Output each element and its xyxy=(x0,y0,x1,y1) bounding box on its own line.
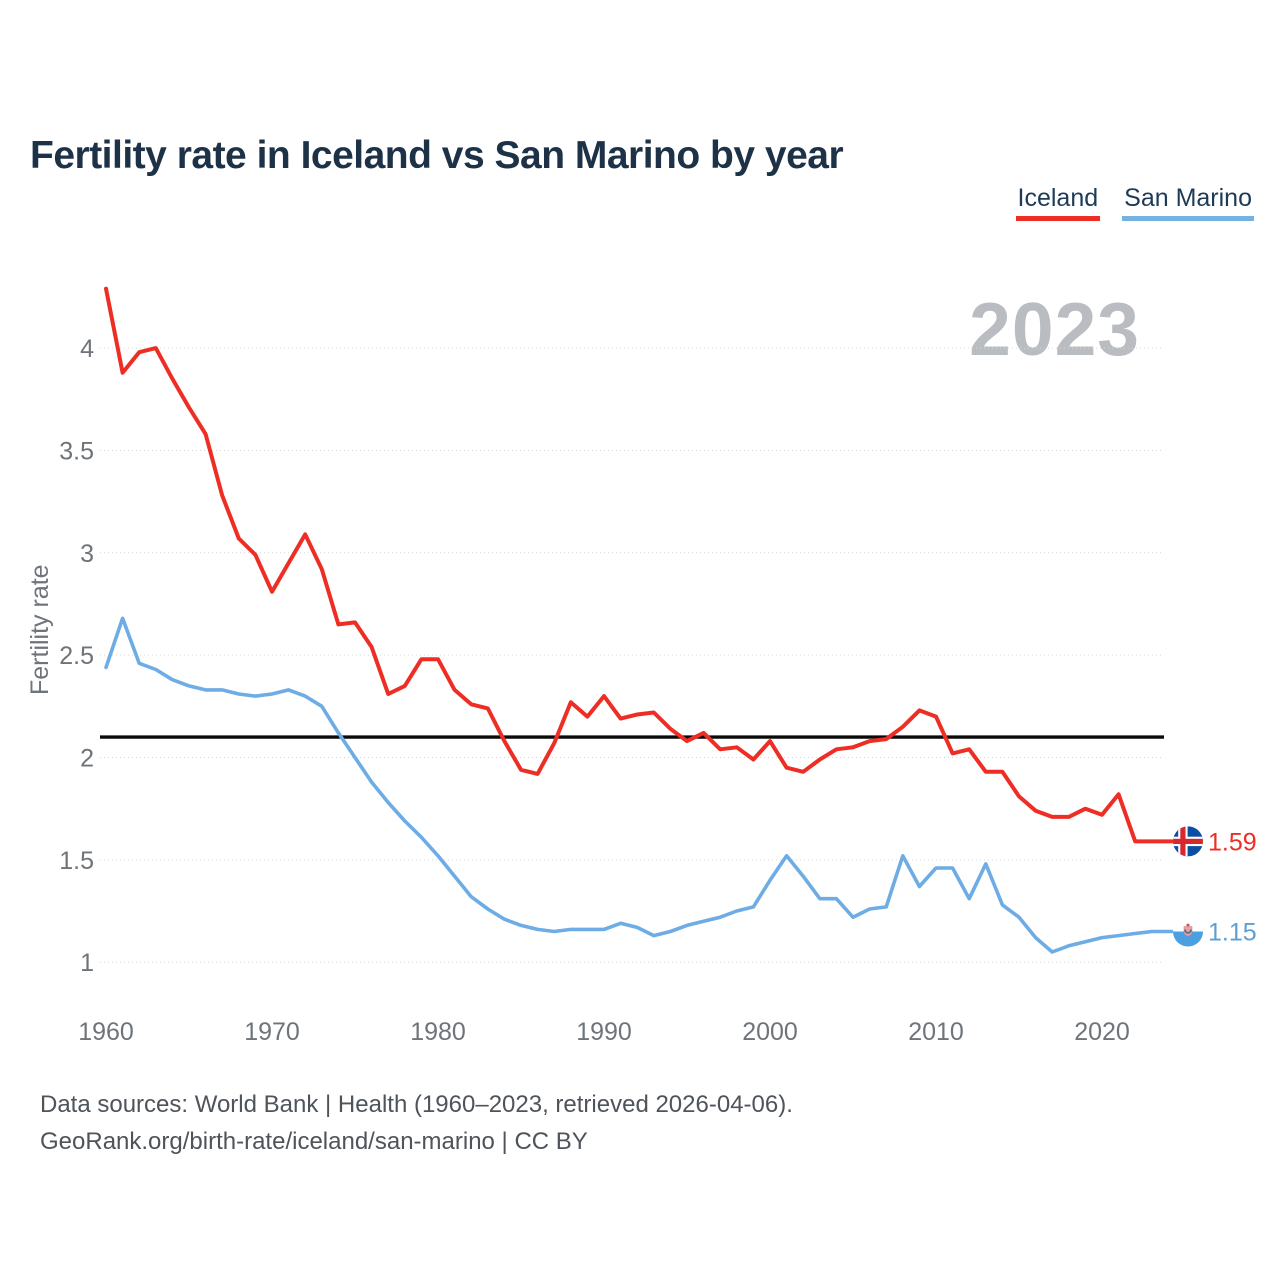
footer-source-line: Data sources: World Bank | Health (1960–… xyxy=(40,1091,793,1118)
gridlines xyxy=(100,347,1164,963)
y-tick-label: 1.5 xyxy=(59,847,94,875)
legend: Iceland San Marino xyxy=(1015,184,1254,221)
end-label-iceland: 1.59 xyxy=(1208,828,1257,856)
series-line-iceland[interactable] xyxy=(104,286,1174,844)
end-label-san-marino: 1.15 xyxy=(1208,918,1257,946)
x-tick-label: 1960 xyxy=(78,1018,134,1046)
footer-license-line: GeoRank.org/birth-rate/iceland/san-marin… xyxy=(40,1128,588,1155)
y-tick-label: 2.5 xyxy=(59,642,94,670)
y-tick-labels: 1 1.5 2 2.5 3 3.5 4 xyxy=(59,335,94,977)
legend-underline-san-marino xyxy=(1122,216,1254,221)
legend-underline-iceland xyxy=(1015,216,1101,221)
fertility-rate-chart: 1 1.5 2 2.5 3 3.5 4 1960 1970 1980 1990 2000 2010 20… xyxy=(59,286,1257,1046)
x-tick-label: 2020 xyxy=(1074,1018,1130,1046)
end-value-labels: 1.59 1.15 xyxy=(1208,828,1257,946)
watermark-year: 2023 xyxy=(969,287,1140,371)
footer: Data sources: World Bank | Health (1960–… xyxy=(40,1086,793,1160)
legend-label-san-marino: San Marino xyxy=(1124,184,1252,212)
y-tick-label: 3 xyxy=(80,540,94,568)
x-tick-label: 2000 xyxy=(742,1018,798,1046)
legend-item-iceland[interactable]: Iceland xyxy=(1015,184,1101,221)
series-line-san-marino[interactable] xyxy=(104,616,1174,954)
y-tick-label: 3.5 xyxy=(59,437,94,465)
san-marino-flag-icon xyxy=(1173,916,1203,947)
x-tick-labels: 1960 1970 1980 1990 2000 2010 2020 xyxy=(78,1018,1130,1046)
series-lines xyxy=(104,286,1174,954)
x-tick-label: 2010 xyxy=(908,1018,964,1046)
y-tick-label: 4 xyxy=(80,335,94,363)
legend-item-san-marino[interactable]: San Marino xyxy=(1122,184,1254,221)
x-tick-label: 1970 xyxy=(244,1018,300,1046)
x-tick-label: 1990 xyxy=(576,1018,632,1046)
x-tick-label: 1980 xyxy=(410,1018,466,1046)
y-tick-label: 2 xyxy=(80,745,94,773)
iceland-flag-icon xyxy=(1173,826,1203,857)
legend-label-iceland: Iceland xyxy=(1017,184,1099,212)
page-title: Fertility rate in Iceland vs San Marino … xyxy=(30,134,844,178)
y-tick-label: 1 xyxy=(80,949,94,977)
